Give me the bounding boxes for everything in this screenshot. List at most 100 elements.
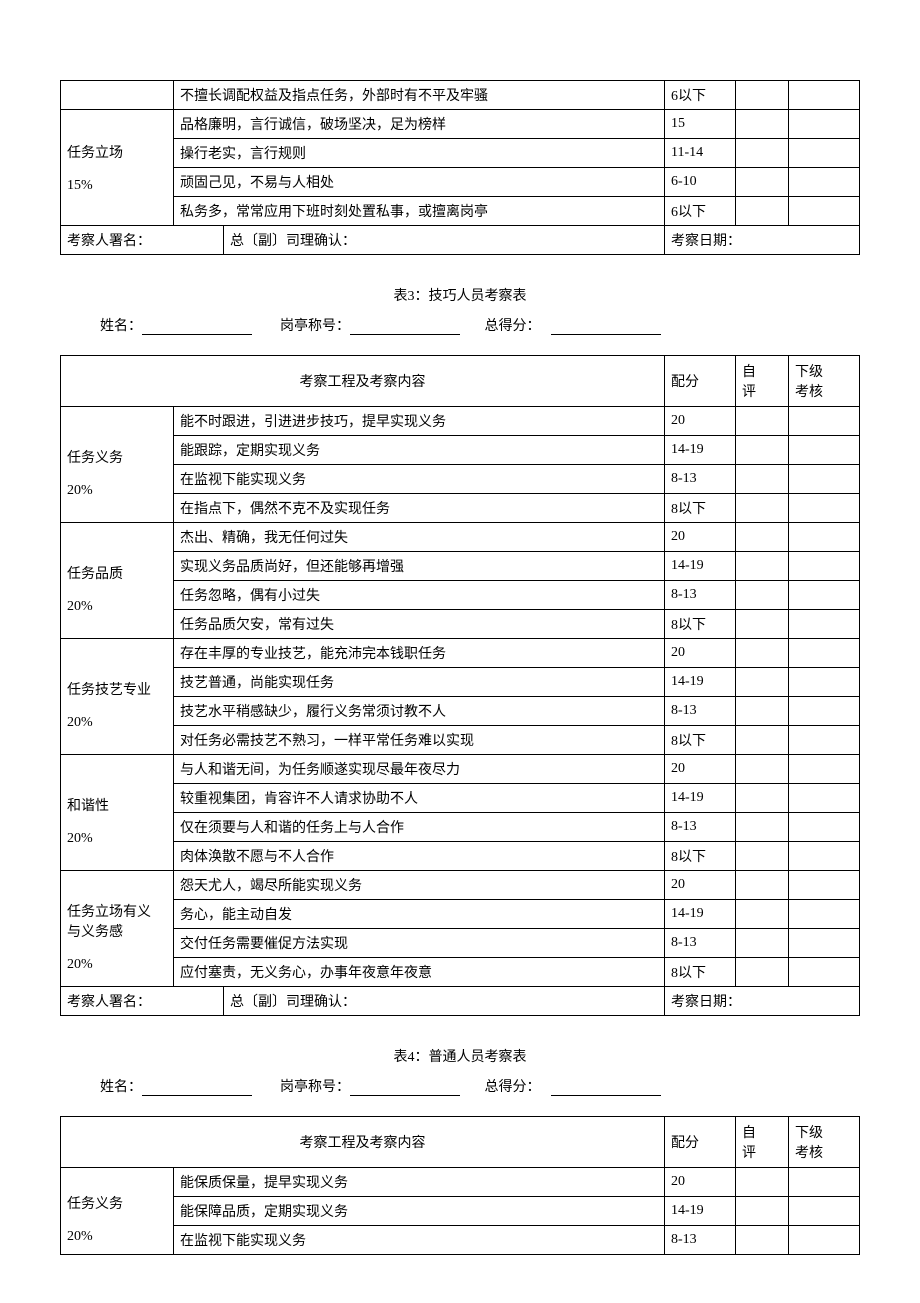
score-cell: 8-13 <box>665 581 736 610</box>
score-cell: 14-19 <box>665 552 736 581</box>
signer-cell: 考察人署名： 总〔副〕司理确认： <box>61 987 665 1016</box>
score-cell: 8以下 <box>665 958 736 987</box>
self-cell <box>736 523 789 552</box>
desc-cell: 与人和谐无间，为任务顺遂实现尽最年夜尽力 <box>174 755 665 784</box>
desc-cell: 对任务必需技艺不熟习，一样平常任务难以实现 <box>174 726 665 755</box>
post-blank[interactable] <box>350 1079 460 1096</box>
cat-cell: 任务技艺专业 20% <box>61 639 174 755</box>
self-cell <box>736 871 789 900</box>
table1-tail: 不擅长调配权益及指点任务，外部时有不平及牢骚 6以下 任务立场 15% 品格廉明… <box>60 80 860 255</box>
super-cell <box>789 81 860 110</box>
date-label: 考察日期： <box>665 987 860 1016</box>
header-super2: 考核 <box>795 385 823 400</box>
super-cell <box>789 197 860 226</box>
header-score: 配分 <box>665 356 736 407</box>
score-cell: 6以下 <box>665 81 736 110</box>
self-cell <box>736 668 789 697</box>
self-cell <box>736 929 789 958</box>
name-blank[interactable] <box>142 318 252 335</box>
cat-line2: 15% <box>67 178 93 193</box>
score-cell: 20 <box>665 1168 736 1197</box>
score-cell: 20 <box>665 407 736 436</box>
super-cell <box>789 139 860 168</box>
self-cell <box>736 407 789 436</box>
super-cell <box>789 900 860 929</box>
score-cell: 15 <box>665 110 736 139</box>
super-cell <box>789 494 860 523</box>
desc-cell: 品格廉明，言行诚信，破场坚决，足为榜样 <box>174 110 665 139</box>
score-cell: 20 <box>665 755 736 784</box>
table3-form-line: 姓名： 岗亭称号： 总得分： <box>60 315 860 335</box>
self-cell <box>736 639 789 668</box>
score-cell: 6-10 <box>665 168 736 197</box>
name-label: 姓名： <box>100 1076 142 1096</box>
total-blank[interactable] <box>551 318 661 335</box>
super-cell <box>789 813 860 842</box>
name-label: 姓名： <box>100 315 142 335</box>
cat-line1: 任务技艺专业 <box>67 683 151 698</box>
post-blank[interactable] <box>350 318 460 335</box>
desc-cell: 在监视下能实现义务 <box>174 465 665 494</box>
header-project-text: 考察工程及考察内容 <box>300 1136 426 1151</box>
self-cell <box>736 842 789 871</box>
score-cell: 8以下 <box>665 726 736 755</box>
total-label: 总得分： <box>485 1076 541 1096</box>
score-cell: 11-14 <box>665 139 736 168</box>
score-cell: 20 <box>665 523 736 552</box>
super-cell <box>789 871 860 900</box>
header-project: 考察工程及考察内容 <box>61 1117 665 1168</box>
score-cell: 20 <box>665 639 736 668</box>
super-cell <box>789 639 860 668</box>
post-label: 岗亭称号： <box>280 1076 350 1096</box>
cat-line1: 任务义务 <box>67 1197 123 1212</box>
super-cell <box>789 436 860 465</box>
header-project: 考察工程及考察内容 <box>61 356 665 407</box>
score-cell: 6以下 <box>665 197 736 226</box>
post-label: 岗亭称号： <box>280 315 350 335</box>
super-cell <box>789 958 860 987</box>
score-cell: 14-19 <box>665 1197 736 1226</box>
cat-line1b: 与义务感 <box>67 925 123 940</box>
self-cell <box>736 581 789 610</box>
cat-line2: 20% <box>67 831 93 846</box>
score-cell: 14-19 <box>665 668 736 697</box>
super-cell <box>789 552 860 581</box>
header-project-text: 考察工程及考察内容 <box>300 375 426 390</box>
table4-form-line: 姓名： 岗亭称号： 总得分： <box>60 1076 860 1096</box>
self-cell <box>736 610 789 639</box>
score-cell: 20 <box>665 871 736 900</box>
super-cell <box>789 668 860 697</box>
name-blank[interactable] <box>142 1079 252 1096</box>
super-cell <box>789 1168 860 1197</box>
self-cell <box>736 197 789 226</box>
desc-cell: 应付塞责，无义务心，办事年夜意年夜意 <box>174 958 665 987</box>
date-label: 考察日期： <box>665 226 860 255</box>
score-cell: 8-13 <box>665 813 736 842</box>
self-cell <box>736 726 789 755</box>
super-cell <box>789 784 860 813</box>
cat-line2: 20% <box>67 715 93 730</box>
header-self1: 自 <box>742 1126 756 1141</box>
desc-cell: 杰出、精确，我无任何过失 <box>174 523 665 552</box>
self-cell <box>736 813 789 842</box>
super-cell <box>789 610 860 639</box>
signer-label: 考察人署名： <box>61 226 224 254</box>
table4-title: 表4：普通人员考察表 <box>60 1046 860 1066</box>
desc-cell: 不擅长调配权益及指点任务，外部时有不平及牢骚 <box>174 81 665 110</box>
header-score: 配分 <box>665 1117 736 1168</box>
total-blank[interactable] <box>551 1079 661 1096</box>
cat-cell: 任务立场 15% <box>61 110 174 226</box>
cat-cell: 任务品质 20% <box>61 523 174 639</box>
score-cell: 8-13 <box>665 697 736 726</box>
score-cell: 8-13 <box>665 1226 736 1255</box>
super-cell <box>789 407 860 436</box>
cat-line2: 20% <box>67 599 93 614</box>
self-cell <box>736 1197 789 1226</box>
score-cell: 14-19 <box>665 436 736 465</box>
score-cell: 8-13 <box>665 929 736 958</box>
cat-line2: 20% <box>67 483 93 498</box>
desc-cell: 在监视下能实现义务 <box>174 1226 665 1255</box>
header-self2: 评 <box>742 1146 756 1161</box>
desc-cell: 仅在须要与人和谐的任务上与人合作 <box>174 813 665 842</box>
super-cell <box>789 581 860 610</box>
